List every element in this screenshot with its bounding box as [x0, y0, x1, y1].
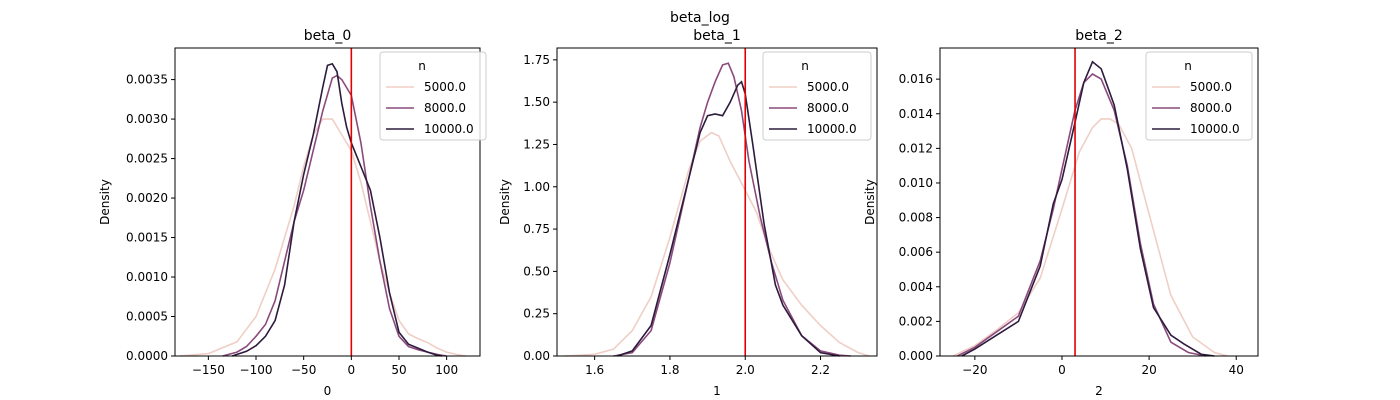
legend-entry-label: 8000.0: [807, 101, 849, 115]
y-tick-label: 0.014: [899, 107, 933, 121]
panel-beta_0: −150 −100 −50 0 50 100 0.0000 0.0005 0.0010 0.001…: [98, 28, 487, 398]
x-tick-label: 20: [1141, 363, 1156, 377]
y-tick-label: 0.006: [899, 245, 933, 259]
x-axis-label: 1: [713, 384, 721, 398]
x-tick-label: 0: [1058, 363, 1066, 377]
legend-title: n: [418, 59, 426, 73]
y-tick-label: 0.0005: [126, 310, 168, 324]
y-axis-label: Density: [863, 179, 877, 225]
axes-frame: [174, 47, 481, 357]
x-tick-label: −20: [962, 363, 987, 377]
legend-entry-label: 5000.0: [807, 80, 849, 94]
x-tick-label: 0: [348, 363, 356, 377]
y-tick-label: 0.25: [523, 307, 550, 321]
legend: n 5000.0 8000.0 10000.0: [762, 51, 872, 141]
x-tick-label: 100: [435, 363, 458, 377]
legend-entry-label: 5000.0: [1190, 80, 1232, 94]
legend-entry-label: 8000.0: [424, 101, 466, 115]
y-tick-label: 1.00: [523, 180, 550, 194]
legend-entry-label: 8000.0: [1190, 101, 1232, 115]
y-tick-label: 0.004: [899, 280, 933, 294]
y-tick-label: 0.000: [899, 349, 933, 363]
series-line-5000.0: [179, 118, 466, 357]
y-tick-label: 0.010: [899, 176, 933, 190]
x-tick-label: 1.8: [660, 363, 679, 377]
y-tick-label: 0.0025: [126, 152, 168, 166]
panel-title: beta_0: [304, 28, 351, 44]
figure-suptitle: beta_log: [670, 10, 730, 26]
series-line-5000.0: [952, 118, 1228, 357]
legend-entry-label: 5000.0: [424, 80, 466, 94]
y-tick-label: 0.012: [899, 141, 933, 155]
x-tick-label: 50: [391, 363, 406, 377]
x-tick-label: −150: [192, 363, 225, 377]
y-tick-label: 1.25: [523, 137, 550, 151]
legend-box: [379, 51, 487, 141]
y-tick-label: 0.00: [523, 349, 550, 363]
y-tick-label: 0.0030: [126, 112, 168, 126]
y-tick-label: 0.008: [899, 211, 933, 225]
legend-entry-label: 10000.0: [807, 122, 857, 136]
axes-frame: [939, 47, 1259, 357]
panel-beta_2: −20 0 20 40 0.000 0.002 0.004 0.006 0.008 0.010 0.…: [863, 28, 1259, 398]
x-tick-label: 1.6: [585, 363, 604, 377]
y-tick-label: 0.0010: [126, 270, 168, 284]
legend-entry-label: 10000.0: [1190, 122, 1240, 136]
x-axis-label: 2: [1095, 384, 1103, 398]
legend-title: n: [1184, 59, 1192, 73]
x-tick-label: −50: [291, 363, 316, 377]
y-tick-label: 1.75: [523, 53, 550, 67]
y-tick-label: 0.0000: [126, 349, 168, 363]
y-axis-label: Density: [498, 179, 512, 225]
y-tick-label: 0.75: [523, 222, 550, 236]
panel-beta_1: 1.6 1.8 2.0 2.2 0.00 0.25 0.50 0.75 1.00 1.25 1.50…: [498, 28, 878, 398]
series-line-5000.0: [564, 131, 870, 357]
y-tick-label: 0.0015: [126, 231, 168, 245]
x-tick-label: 40: [1229, 363, 1244, 377]
legend: n 5000.0 8000.0 10000.0: [1145, 51, 1253, 141]
y-tick-label: 1.50: [523, 95, 550, 109]
x-tick-label: 2.0: [736, 363, 755, 377]
y-tick-label: 0.0035: [126, 73, 168, 87]
y-axis-label: Density: [98, 179, 112, 225]
series-line-10000.0: [616, 80, 840, 357]
x-tick-label: −100: [240, 363, 273, 377]
axes-frame: [556, 47, 878, 357]
legend-box: [762, 51, 872, 141]
y-tick-label: 0.0020: [126, 191, 168, 205]
x-tick-label: 2.2: [811, 363, 830, 377]
series-line-10000.0: [231, 62, 443, 357]
y-tick-label: 0.002: [899, 314, 933, 328]
y-tick-label: 0.016: [899, 72, 933, 86]
series-line-8000.0: [957, 72, 1206, 357]
legend-entry-label: 10000.0: [424, 122, 474, 136]
x-axis-label: 0: [324, 384, 332, 398]
series-line-10000.0: [961, 60, 1215, 357]
legend-title: n: [801, 59, 809, 73]
legend: n 5000.0 8000.0 10000.0: [379, 51, 487, 141]
y-tick-label: 0.50: [523, 264, 550, 278]
panel-title: beta_1: [693, 28, 740, 44]
panel-title: beta_2: [1075, 28, 1122, 44]
legend-box: [1145, 51, 1253, 141]
